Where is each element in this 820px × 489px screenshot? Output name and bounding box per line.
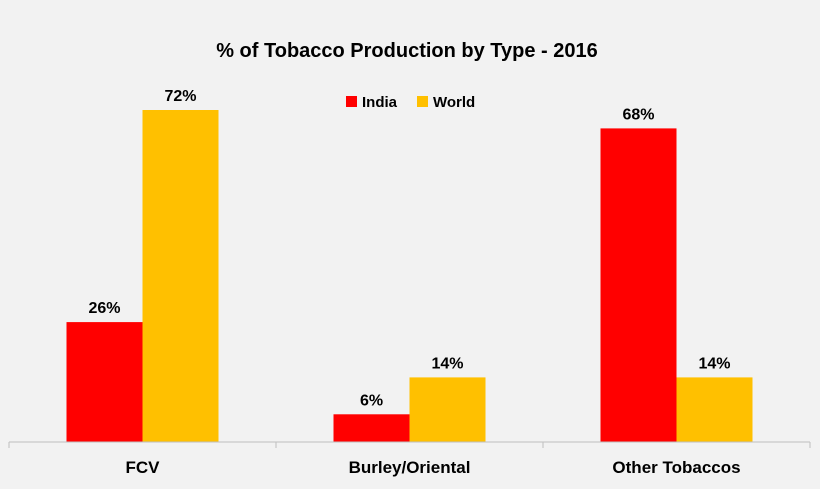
data-label-india-fcv: 26% [88,300,120,317]
legend: India World [346,94,475,111]
bar-world-fcv [142,110,219,442]
value-labels-group: 26% 72% 6% 14% 68% 14% [88,88,730,409]
data-label-world-other-tobaccos: 14% [698,355,730,372]
data-label-india-other-tobaccos: 68% [622,106,654,123]
x-axis-ticks [8,442,811,448]
category-label-burley-oriental: Burley/Oriental [349,458,471,477]
chart-title: % of Tobacco Production by Type - 2016 [216,40,598,62]
legend-swatch-world [417,96,428,107]
bars-group [66,110,753,442]
category-label-fcv: FCV [126,458,161,477]
category-labels-group: FCV Burley/Oriental Other Tobaccos [126,458,741,477]
legend-label-world: World [433,94,475,111]
legend-label-india: India [362,94,398,111]
bar-india-other-tobaccos [600,128,677,442]
data-label-india-burley-oriental: 6% [360,392,383,409]
bar-india-burley-oriental [333,414,410,442]
bar-world-other-tobaccos [676,377,753,442]
data-label-world-burley-oriental: 14% [431,355,463,372]
legend-swatch-india [346,96,357,107]
data-label-world-fcv: 72% [164,88,196,105]
bar-world-burley-oriental [409,377,486,442]
category-label-other-tobaccos: Other Tobaccos [612,458,740,477]
bar-india-fcv [66,322,143,442]
